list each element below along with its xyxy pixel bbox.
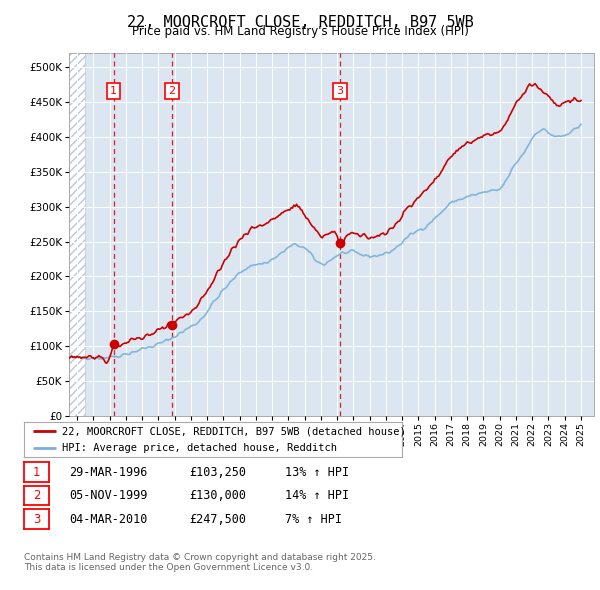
- Text: 05-NOV-1999: 05-NOV-1999: [69, 489, 148, 502]
- Text: £103,250: £103,250: [189, 466, 246, 478]
- Text: HPI: Average price, detached house, Redditch: HPI: Average price, detached house, Redd…: [62, 442, 337, 453]
- Text: 2: 2: [33, 489, 40, 502]
- Bar: [69, 53, 85, 416]
- Text: £247,500: £247,500: [189, 513, 246, 526]
- Text: 14% ↑ HPI: 14% ↑ HPI: [285, 489, 349, 502]
- Text: 04-MAR-2010: 04-MAR-2010: [69, 513, 148, 526]
- Text: 3: 3: [337, 86, 343, 96]
- Text: 2: 2: [169, 86, 176, 96]
- Text: Contains HM Land Registry data © Crown copyright and database right 2025.: Contains HM Land Registry data © Crown c…: [24, 553, 376, 562]
- Text: 3: 3: [33, 513, 40, 526]
- Text: 1: 1: [33, 466, 40, 478]
- Text: 22, MOORCROFT CLOSE, REDDITCH, B97 5WB: 22, MOORCROFT CLOSE, REDDITCH, B97 5WB: [127, 15, 473, 30]
- Text: Price paid vs. HM Land Registry's House Price Index (HPI): Price paid vs. HM Land Registry's House …: [131, 25, 469, 38]
- Text: 22, MOORCROFT CLOSE, REDDITCH, B97 5WB (detached house): 22, MOORCROFT CLOSE, REDDITCH, B97 5WB (…: [62, 427, 406, 437]
- Text: £130,000: £130,000: [189, 489, 246, 502]
- Text: 7% ↑ HPI: 7% ↑ HPI: [285, 513, 342, 526]
- Text: This data is licensed under the Open Government Licence v3.0.: This data is licensed under the Open Gov…: [24, 563, 313, 572]
- Text: 29-MAR-1996: 29-MAR-1996: [69, 466, 148, 478]
- Text: 1: 1: [110, 86, 117, 96]
- Text: 13% ↑ HPI: 13% ↑ HPI: [285, 466, 349, 478]
